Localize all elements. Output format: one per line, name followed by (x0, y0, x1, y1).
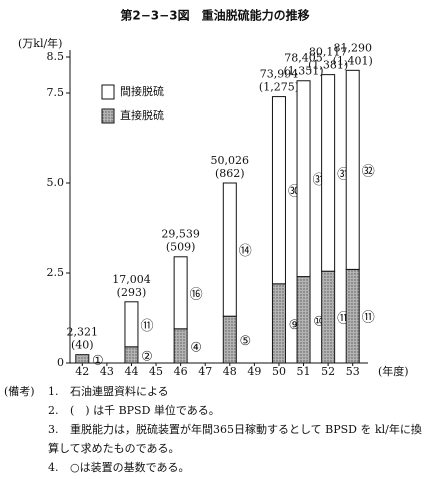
y-tick-label: 0 (57, 356, 64, 369)
bpsd-label: (1,275) (259, 81, 299, 94)
note-number: 1. (48, 385, 59, 398)
bar-hatch (124, 346, 138, 363)
bar-segment (296, 80, 311, 278)
bar-segment (222, 182, 237, 317)
x-tick-label: 51 (297, 365, 311, 378)
x-tick-label: 47 (198, 365, 212, 378)
bpsd-label: (1,351) (284, 65, 324, 78)
bar-hatch (297, 276, 311, 363)
unit-count: ⑯ (190, 287, 203, 302)
unit-count: ⑪ (140, 319, 153, 334)
bar-hatch (272, 283, 286, 363)
x-tick-label: 45 (149, 365, 163, 378)
note-number: 3. (48, 423, 59, 436)
total-label: 81,290 (333, 41, 372, 54)
bar-hatch (75, 354, 89, 363)
note-number: 4. (48, 461, 59, 474)
unit-count: ⑨ (289, 318, 301, 333)
bar-segment (173, 256, 188, 330)
bar-segment (124, 301, 139, 348)
y-axis-label: (万kl/年) (18, 36, 62, 50)
unit-count: ⑭ (239, 244, 252, 259)
y-tick-label: 2.5 (47, 266, 65, 279)
x-axis-label: (年度) (378, 364, 409, 378)
unit-count: ① (92, 353, 104, 368)
x-tick-label: 50 (272, 365, 286, 378)
bpsd-label: (862) (215, 167, 245, 180)
y-tick-label: 7.5 (47, 86, 65, 99)
y-tick-label: 8.5 (47, 50, 65, 63)
unit-count: ⑤ (239, 334, 251, 349)
bpsd-label: (1,401) (333, 54, 373, 67)
bpsd-label: (1,381) (308, 59, 348, 72)
notes-header: (備考) (4, 385, 35, 398)
note-number: 2. (48, 404, 59, 417)
unit-count: ④ (190, 340, 202, 355)
x-tick-label: 48 (223, 365, 237, 378)
note-text: ( ) は千 BPSD 単位である。 (70, 403, 220, 417)
total-label: 50,026 (211, 154, 250, 167)
legend-hatch (102, 109, 114, 123)
total-label: 80,117 (309, 46, 348, 59)
x-tick-label: 46 (174, 365, 188, 378)
bpsd-label: (40) (71, 339, 94, 352)
x-tick-label: 49 (247, 365, 261, 378)
y-tick-label: 5.0 (47, 176, 65, 189)
note-text: 石油連盟資料による (70, 384, 169, 398)
note-text: 重脱能力は，脱硫装置が年間365日稼動するとして BPSD を kl/年に換 (70, 422, 422, 436)
bar-segment (345, 69, 360, 270)
unit-count: ㉜ (362, 164, 375, 179)
legend-label: 間接脱硫 (120, 84, 164, 98)
unit-count: ② (141, 349, 153, 364)
legend-swatch (101, 84, 115, 100)
bar-hatch (321, 271, 335, 363)
unit-count: ⑩ (313, 314, 325, 329)
legend-label: 直接脱硫 (120, 108, 164, 122)
x-tick-label: 44 (124, 365, 138, 378)
total-label: 17,004 (112, 273, 151, 286)
note-text: 算して求めたものである。 (48, 441, 180, 455)
chart-title: 第2−3−3図 重油脱硫能力の推移 (120, 8, 309, 23)
total-label: 78,405 (284, 52, 323, 65)
bar-hatch (174, 328, 188, 363)
bar-hatch (223, 316, 237, 363)
bar-segment (321, 74, 336, 272)
x-tick-label: 42 (75, 365, 89, 378)
bpsd-label: (509) (166, 241, 196, 254)
total-label: 2,321 (67, 326, 99, 339)
x-tick-label: 53 (346, 365, 360, 378)
x-tick-label: 43 (100, 365, 114, 378)
total-label: 73,994 (260, 68, 299, 81)
bar-segment (271, 96, 286, 285)
x-tick-label: 52 (321, 365, 335, 378)
unit-count: ⑪ (362, 311, 375, 326)
total-label: 29,539 (161, 228, 200, 241)
note-text: ○は装置の基数である。 (70, 461, 190, 474)
bar-hatch (346, 269, 360, 363)
bpsd-label: (293) (117, 286, 147, 299)
